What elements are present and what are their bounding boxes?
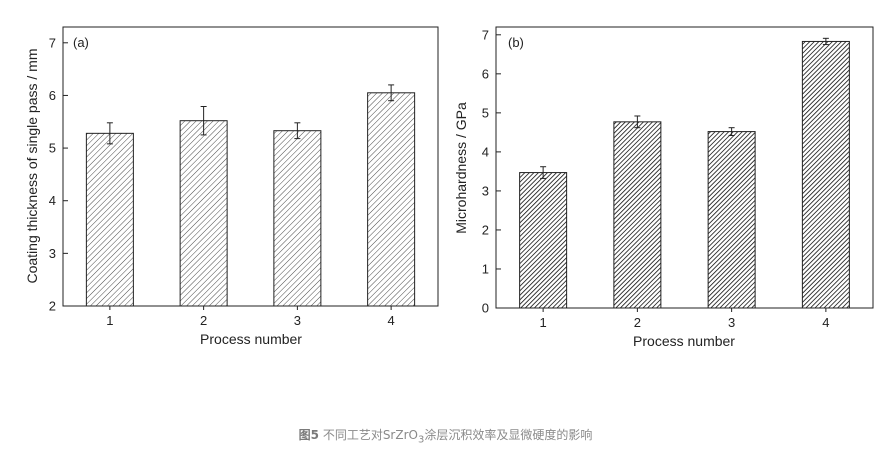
- y-tick-label-b: 4: [482, 144, 489, 159]
- y-tick-label-a: 2: [49, 299, 56, 314]
- bar-b-3: [707, 131, 756, 309]
- bar-a-1: [85, 132, 134, 307]
- caption-text-before: 不同工艺对SrZrO: [322, 428, 418, 442]
- y-tick-label-b: 7: [482, 27, 489, 42]
- chart-a: (a) 2 3 4 5 6 7 1 2 3 4 Process number Coating th…: [24, 26, 439, 347]
- y-tick-label-b: 2: [482, 222, 489, 237]
- bar-a-3: [273, 130, 322, 307]
- y-tick-label-a: 6: [49, 88, 56, 103]
- y-tick-label-a: 7: [49, 35, 56, 50]
- panel-label-a: (a): [73, 35, 89, 50]
- plot-frame-a: [62, 26, 439, 307]
- bar-b-4: [801, 40, 850, 309]
- figure-caption: 图5 不同工艺对SrZrO3涂层沉积效率及显微硬度的影响: [0, 426, 891, 445]
- bar-a-2: [179, 120, 228, 307]
- y-tick-label-b: 1: [482, 261, 489, 276]
- y-axis-title-a: Coating thickness of single pass / mm: [24, 49, 40, 284]
- y-tick-label-b: 3: [482, 183, 489, 198]
- bar-b-2: [613, 121, 662, 309]
- x-tick-label-a-3: 3: [294, 313, 301, 328]
- x-axis-title-a: Process number: [200, 331, 302, 347]
- x-tick-label-a-2: 2: [200, 313, 207, 328]
- bar-a-4: [367, 92, 416, 307]
- x-tick-label-a-4: 4: [388, 313, 395, 328]
- figure-number: 图5: [298, 428, 319, 442]
- y-tick-label-a: 5: [49, 141, 56, 156]
- y-tick-label-a: 4: [49, 193, 56, 208]
- caption-text-after: 涂层沉积效率及显微硬度的影响: [424, 428, 593, 442]
- y-tick-label-a: 3: [49, 246, 56, 261]
- x-tick-label-b-1: 1: [540, 315, 547, 330]
- y-tick-label-b: 0: [482, 301, 489, 316]
- y-tick-label-b: 6: [482, 66, 489, 81]
- x-tick-label-a-1: 1: [106, 313, 113, 328]
- panel-label-b: (b): [508, 35, 524, 50]
- x-tick-label-b-2: 2: [634, 315, 641, 330]
- x-tick-label-b-4: 4: [822, 315, 829, 330]
- y-tick-label-b: 5: [482, 105, 489, 120]
- bar-b-1: [519, 172, 568, 309]
- x-tick-label-b-3: 3: [728, 315, 735, 330]
- y-axis-title-b: Microhardness / GPa: [453, 102, 469, 234]
- caption-subscript: 3: [417, 434, 425, 446]
- chart-b: (b) 0 1 2 3 4 5 6 7 1 2 3 4 Process number Microhar…: [453, 26, 874, 349]
- x-axis-title-b: Process number: [633, 333, 735, 349]
- plot-frame-b: [495, 26, 874, 309]
